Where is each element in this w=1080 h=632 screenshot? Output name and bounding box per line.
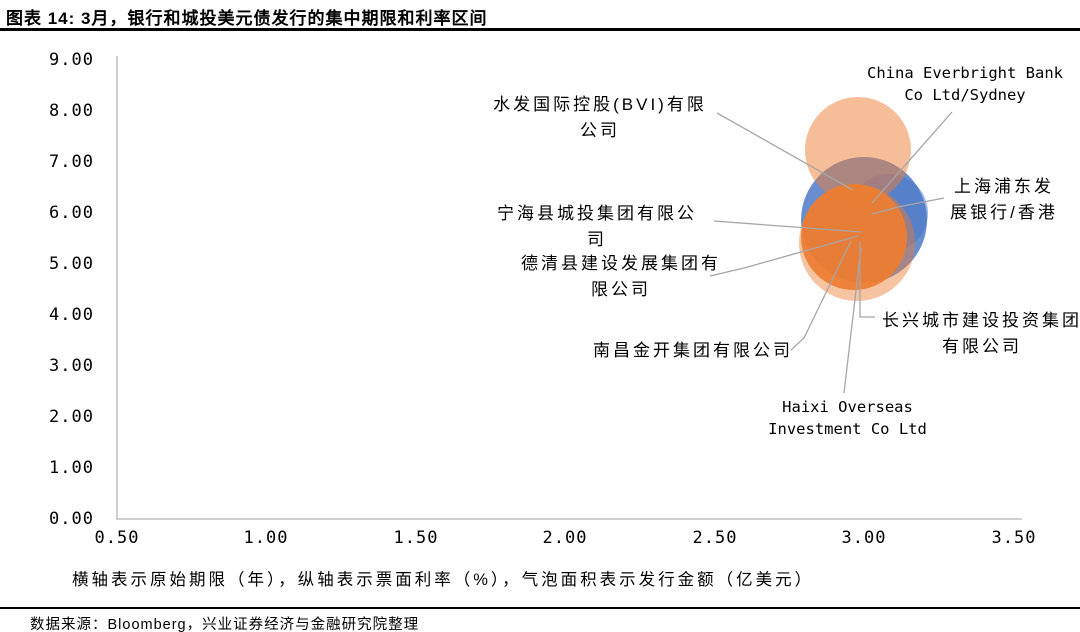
y-tick-9: 9.00: [49, 50, 94, 70]
y-tick-1: 1.00: [49, 458, 94, 478]
label-haixi-overseas: Haixi Overseas Investment Co Ltd: [768, 398, 927, 439]
leader-nanchang: [790, 240, 852, 351]
label-ninghai-chengtou: 宁海县城投集团有限公司: [497, 204, 697, 249]
x-tick-250: 2.50: [692, 528, 738, 548]
label-deqing-construction: 德清县建设发展集团有限公司: [521, 254, 721, 299]
footer-divider: [0, 607, 1080, 609]
x-tick-200: 2.00: [542, 528, 588, 548]
leader-haixi: [843, 247, 862, 394]
y-tick-8: 8.00: [49, 101, 94, 121]
label-changxing-urban-construction: 长兴城市建设投资集团有限公司: [882, 311, 1080, 356]
leader-changxing: [859, 241, 875, 318]
label-nanchang-jinkai: 南昌金开集团有限公司: [593, 341, 793, 360]
leader-ninghai: [713, 220, 862, 233]
y-tick-4: 4.00: [49, 305, 94, 325]
y-tick-5: 5.00: [49, 254, 94, 274]
y-tick-7: 7.00: [49, 152, 94, 172]
figure-title: 图表 14: 3月，银行和城投美元债发行的集中期限和利率区间: [6, 9, 488, 28]
label-spd-bank-hk: 上海浦东发展银行/香港: [950, 177, 1058, 222]
x-tick-100: 1.00: [243, 528, 289, 548]
x-tick-350: 3.50: [991, 528, 1037, 548]
leader-deqing: [709, 235, 859, 277]
bubble-peach-top: [805, 97, 911, 203]
axes-explanation-caption: 横轴表示原始期限（年），纵轴表示票面利率（%），气泡面积表示发行金额（亿美元）: [72, 571, 815, 589]
data-source-note: 数据来源：Bloomberg，兴业证券经济与金融研究院整理: [30, 617, 420, 632]
leader-spdb: [871, 197, 945, 215]
y-tick-0: 0.00: [49, 509, 94, 529]
y-tick-6: 6.00: [49, 203, 94, 223]
label-shuifa-international: 水发国际控股(BVI)有限公司: [493, 95, 707, 140]
y-tick-2: 2.00: [49, 407, 94, 427]
label-china-everbright-bank: China Everbright Bank Co Ltd/Sydney: [867, 64, 1063, 105]
leader-shuifa: [716, 112, 854, 191]
y-tick-3: 3.00: [49, 356, 94, 376]
leader-everbright: [871, 111, 953, 204]
x-tick-050: 0.50: [94, 528, 140, 548]
leader-lines: [709, 111, 953, 394]
title-underline: [0, 28, 1080, 31]
x-tick-150: 1.50: [393, 528, 439, 548]
x-tick-300: 3.00: [841, 528, 887, 548]
